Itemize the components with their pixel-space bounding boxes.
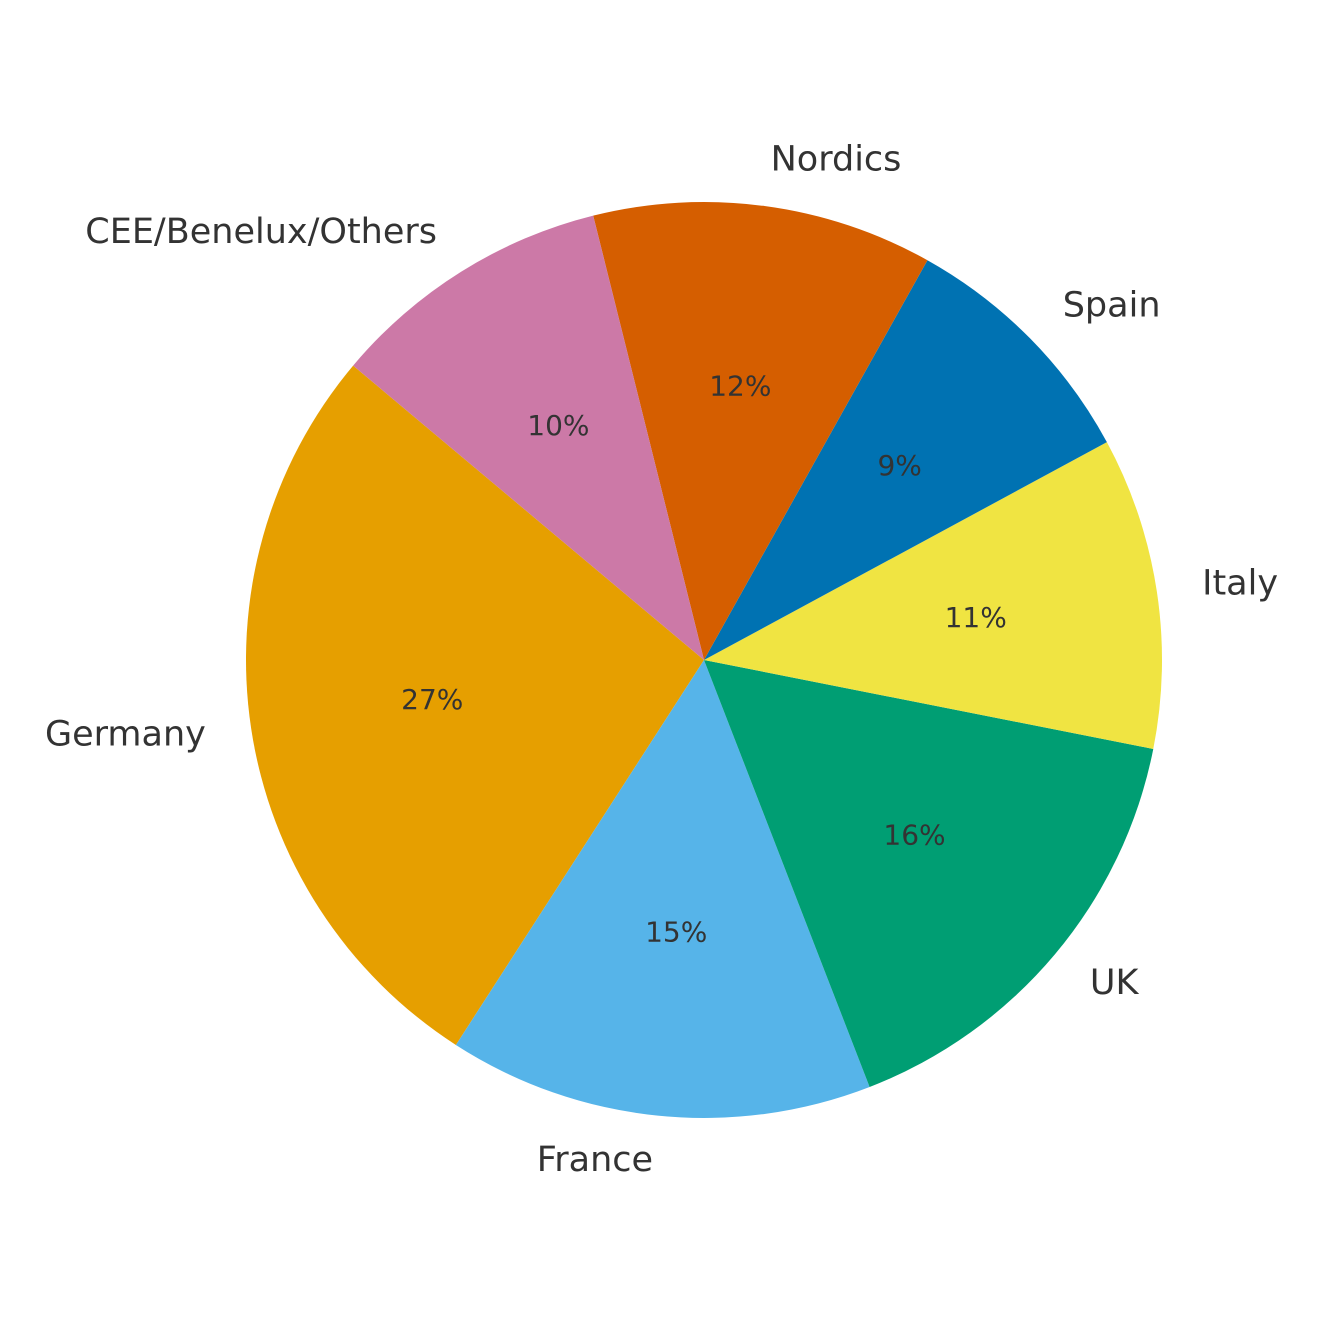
pie-slice (704, 660, 1154, 1088)
pie-slice (593, 202, 928, 661)
pie-slice (245, 365, 704, 1045)
slice-label: Germany (45, 714, 206, 754)
pie-slice (704, 442, 1162, 749)
value-label: 27% (401, 683, 463, 716)
slice-label: Nordics (771, 140, 902, 180)
value-label: 11% (945, 601, 1007, 634)
pie-slice (455, 660, 870, 1118)
pie-slice (353, 215, 704, 660)
value-label: 16% (883, 819, 945, 852)
slice-label: Italy (1202, 564, 1278, 604)
value-label: 12% (709, 370, 771, 403)
slice-label: France (537, 1140, 653, 1180)
pie-slice (704, 260, 1107, 660)
slice-label: Spain (1063, 285, 1161, 325)
slice-label: CEE/Benelux/Others (85, 212, 437, 252)
value-label: 10% (527, 409, 589, 442)
slice-label: UK (1090, 963, 1140, 1003)
value-label: 15% (645, 915, 707, 948)
value-label: 9% (877, 449, 921, 482)
